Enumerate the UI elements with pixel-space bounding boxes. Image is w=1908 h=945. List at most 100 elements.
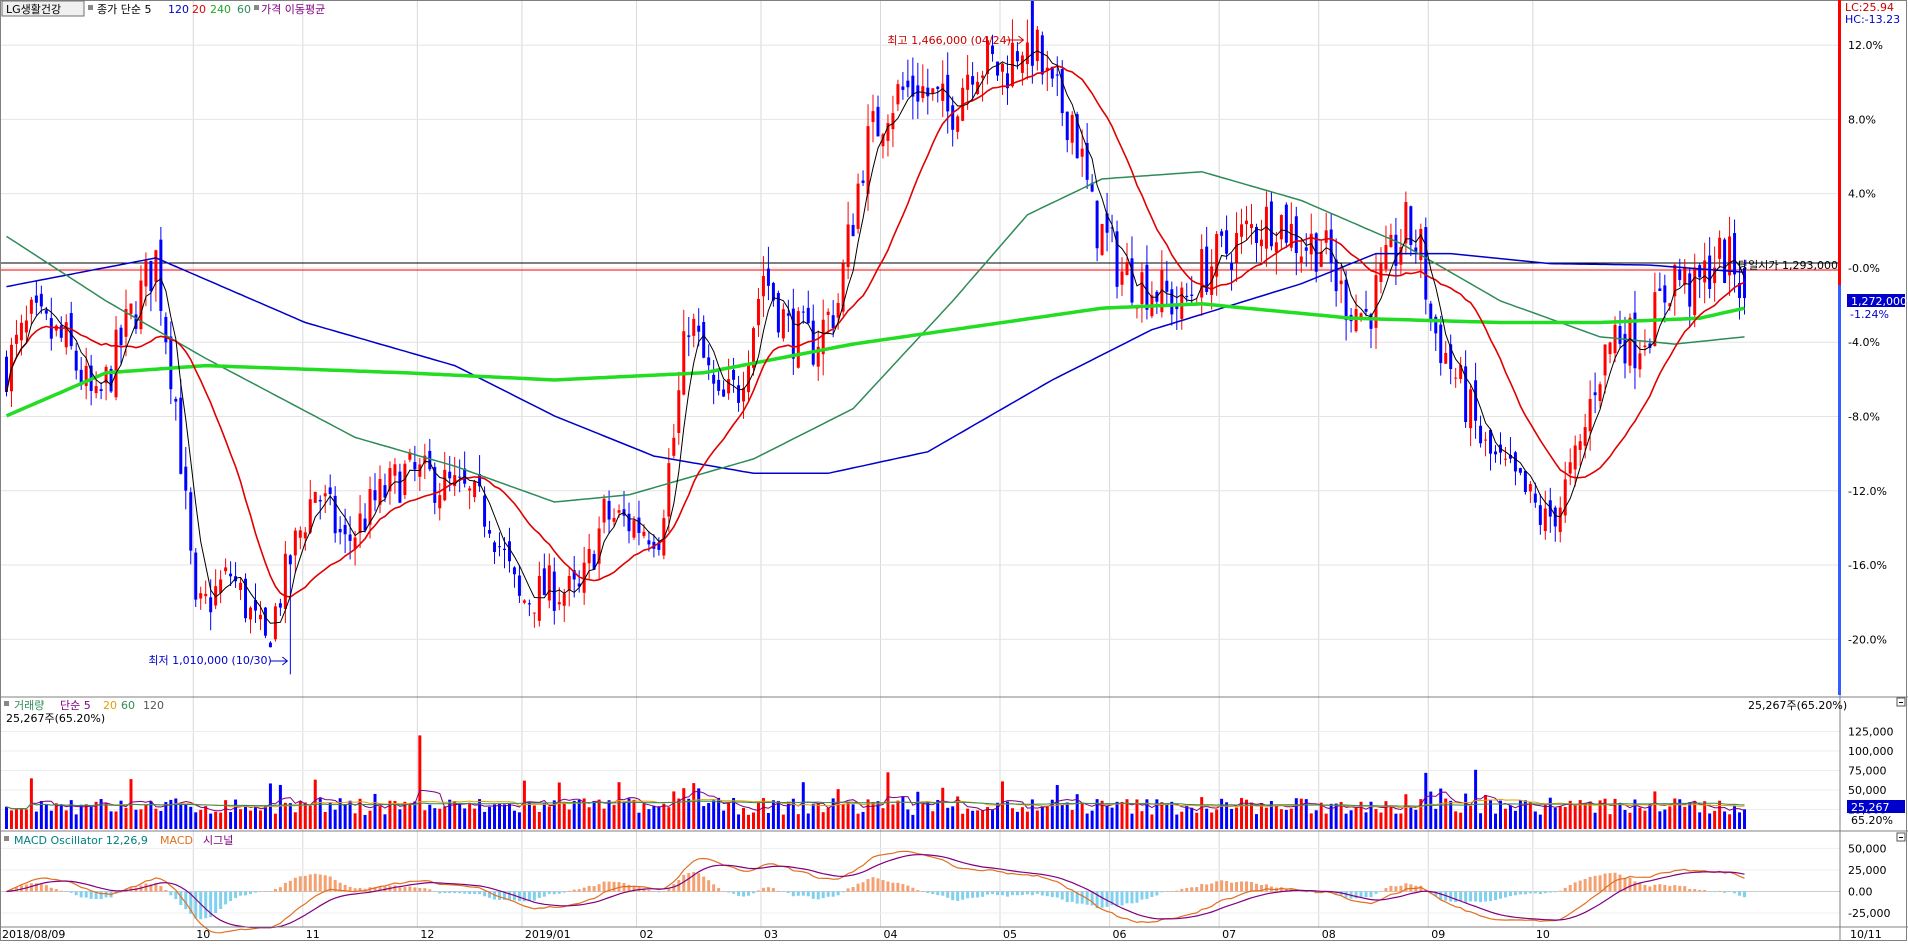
volume-bar[interactable] <box>59 804 63 829</box>
volume-bar[interactable] <box>851 804 855 829</box>
candle-body[interactable] <box>283 553 287 610</box>
candle-body[interactable] <box>1359 313 1363 318</box>
volume-bar[interactable] <box>627 798 631 829</box>
volume-bar[interactable] <box>652 805 656 829</box>
volume-bar[interactable] <box>114 811 118 829</box>
candle-body[interactable] <box>1479 425 1483 444</box>
volume-bar[interactable] <box>1334 803 1338 829</box>
volume-bar[interactable] <box>622 802 626 829</box>
volume-bar[interactable] <box>463 808 467 829</box>
candle-body[interactable] <box>587 548 591 564</box>
volume-bar[interactable] <box>1598 800 1602 829</box>
candle-body[interactable] <box>1379 263 1383 283</box>
volume-bar[interactable] <box>328 803 332 829</box>
volume-bar[interactable] <box>448 799 452 829</box>
volume-bar[interactable] <box>717 797 721 829</box>
volume-bar[interactable] <box>1538 814 1542 829</box>
volume-bar[interactable] <box>1414 809 1418 829</box>
volume-bar[interactable] <box>1319 802 1323 829</box>
volume-bar[interactable] <box>856 813 860 829</box>
candle-body[interactable] <box>722 389 726 397</box>
volume-bar[interactable] <box>567 809 571 829</box>
volume-bar[interactable] <box>348 800 352 829</box>
candle-body[interactable] <box>1170 289 1174 315</box>
volume-bar[interactable] <box>547 806 551 829</box>
volume-bar[interactable] <box>557 782 561 829</box>
candle-body[interactable] <box>4 356 8 392</box>
candle-body[interactable] <box>114 329 118 398</box>
candle-body[interactable] <box>1205 246 1209 292</box>
volume-bar[interactable] <box>961 813 965 829</box>
candle-body[interactable] <box>1035 29 1039 62</box>
candle-body[interactable] <box>214 586 218 606</box>
volume-bar[interactable] <box>453 801 457 829</box>
candle-body[interactable] <box>348 534 352 541</box>
candle-body[interactable] <box>871 111 875 123</box>
volume-bar[interactable] <box>756 802 760 829</box>
volume-bar[interactable] <box>14 809 18 829</box>
volume-bar[interactable] <box>1369 801 1373 829</box>
volume-bar[interactable] <box>1503 808 1507 829</box>
volume-bar[interactable] <box>1309 813 1313 829</box>
volume-bar[interactable] <box>876 801 880 829</box>
candle-body[interactable] <box>358 513 362 534</box>
candle-body[interactable] <box>383 485 387 498</box>
volume-bar[interactable] <box>737 814 741 829</box>
candle-body[interactable] <box>1718 237 1722 259</box>
volume-bar[interactable] <box>1080 803 1084 829</box>
volume-bar[interactable] <box>263 805 267 829</box>
candle-body[interactable] <box>751 328 755 368</box>
candle-body[interactable] <box>761 276 765 297</box>
volume-bar[interactable] <box>677 798 681 829</box>
volume-bar[interactable] <box>517 812 521 829</box>
candle-body[interactable] <box>1643 345 1647 348</box>
candle-body[interactable] <box>253 600 257 611</box>
volume-bar[interactable] <box>408 804 412 829</box>
candle-body[interactable] <box>1230 262 1234 270</box>
volume-bar[interactable] <box>139 809 143 829</box>
candle-body[interactable] <box>468 488 472 491</box>
candle-body[interactable] <box>119 327 123 346</box>
volume-bar[interactable] <box>751 812 755 829</box>
candle-body[interactable] <box>906 80 910 88</box>
volume-bar[interactable] <box>239 809 243 829</box>
volume-bar[interactable] <box>657 806 661 829</box>
volume-bar[interactable] <box>1359 801 1363 829</box>
volume-bar[interactable] <box>483 811 487 829</box>
volume-bar[interactable] <box>204 806 208 829</box>
candle-body[interactable] <box>1683 266 1687 285</box>
candle-body[interactable] <box>1608 342 1612 355</box>
candle-body[interactable] <box>1249 224 1253 228</box>
volume-bar[interactable] <box>458 804 462 829</box>
volume-bar[interactable] <box>1264 807 1268 829</box>
candle-body[interactable] <box>144 260 148 287</box>
volume-bar[interactable] <box>1623 809 1627 829</box>
candle-body[interactable] <box>642 531 646 536</box>
candle-body[interactable] <box>1289 223 1293 248</box>
volume-bar[interactable] <box>1344 813 1348 829</box>
volume-bar[interactable] <box>1523 800 1527 829</box>
volume-bar[interactable] <box>1723 811 1727 829</box>
candle-body[interactable] <box>682 331 686 395</box>
volume-bar[interactable] <box>104 802 108 829</box>
volume-bar[interactable] <box>1339 801 1343 829</box>
volume-bar[interactable] <box>707 803 711 829</box>
volume-bar[interactable] <box>1379 812 1383 829</box>
volume-bar[interactable] <box>781 814 785 829</box>
candle-body[interactable] <box>448 471 452 479</box>
volume-bar[interactable] <box>936 799 940 829</box>
candle-body[interactable] <box>1030 0 1034 66</box>
candle-body[interactable] <box>1494 451 1498 455</box>
volume-bar[interactable] <box>1180 811 1184 829</box>
volume-bar[interactable] <box>498 803 502 829</box>
candle-body[interactable] <box>159 239 163 311</box>
candle-body[interactable] <box>1085 142 1089 180</box>
volume-bar[interactable] <box>1439 788 1443 829</box>
candle-body[interactable] <box>478 474 482 487</box>
candle-body[interactable] <box>104 366 108 384</box>
volume-bar[interactable] <box>229 812 233 829</box>
candle-body[interactable] <box>1274 242 1278 253</box>
candle-body[interactable] <box>1573 445 1577 470</box>
volume-bar[interactable] <box>79 804 83 829</box>
candle-body[interactable] <box>1055 74 1059 76</box>
